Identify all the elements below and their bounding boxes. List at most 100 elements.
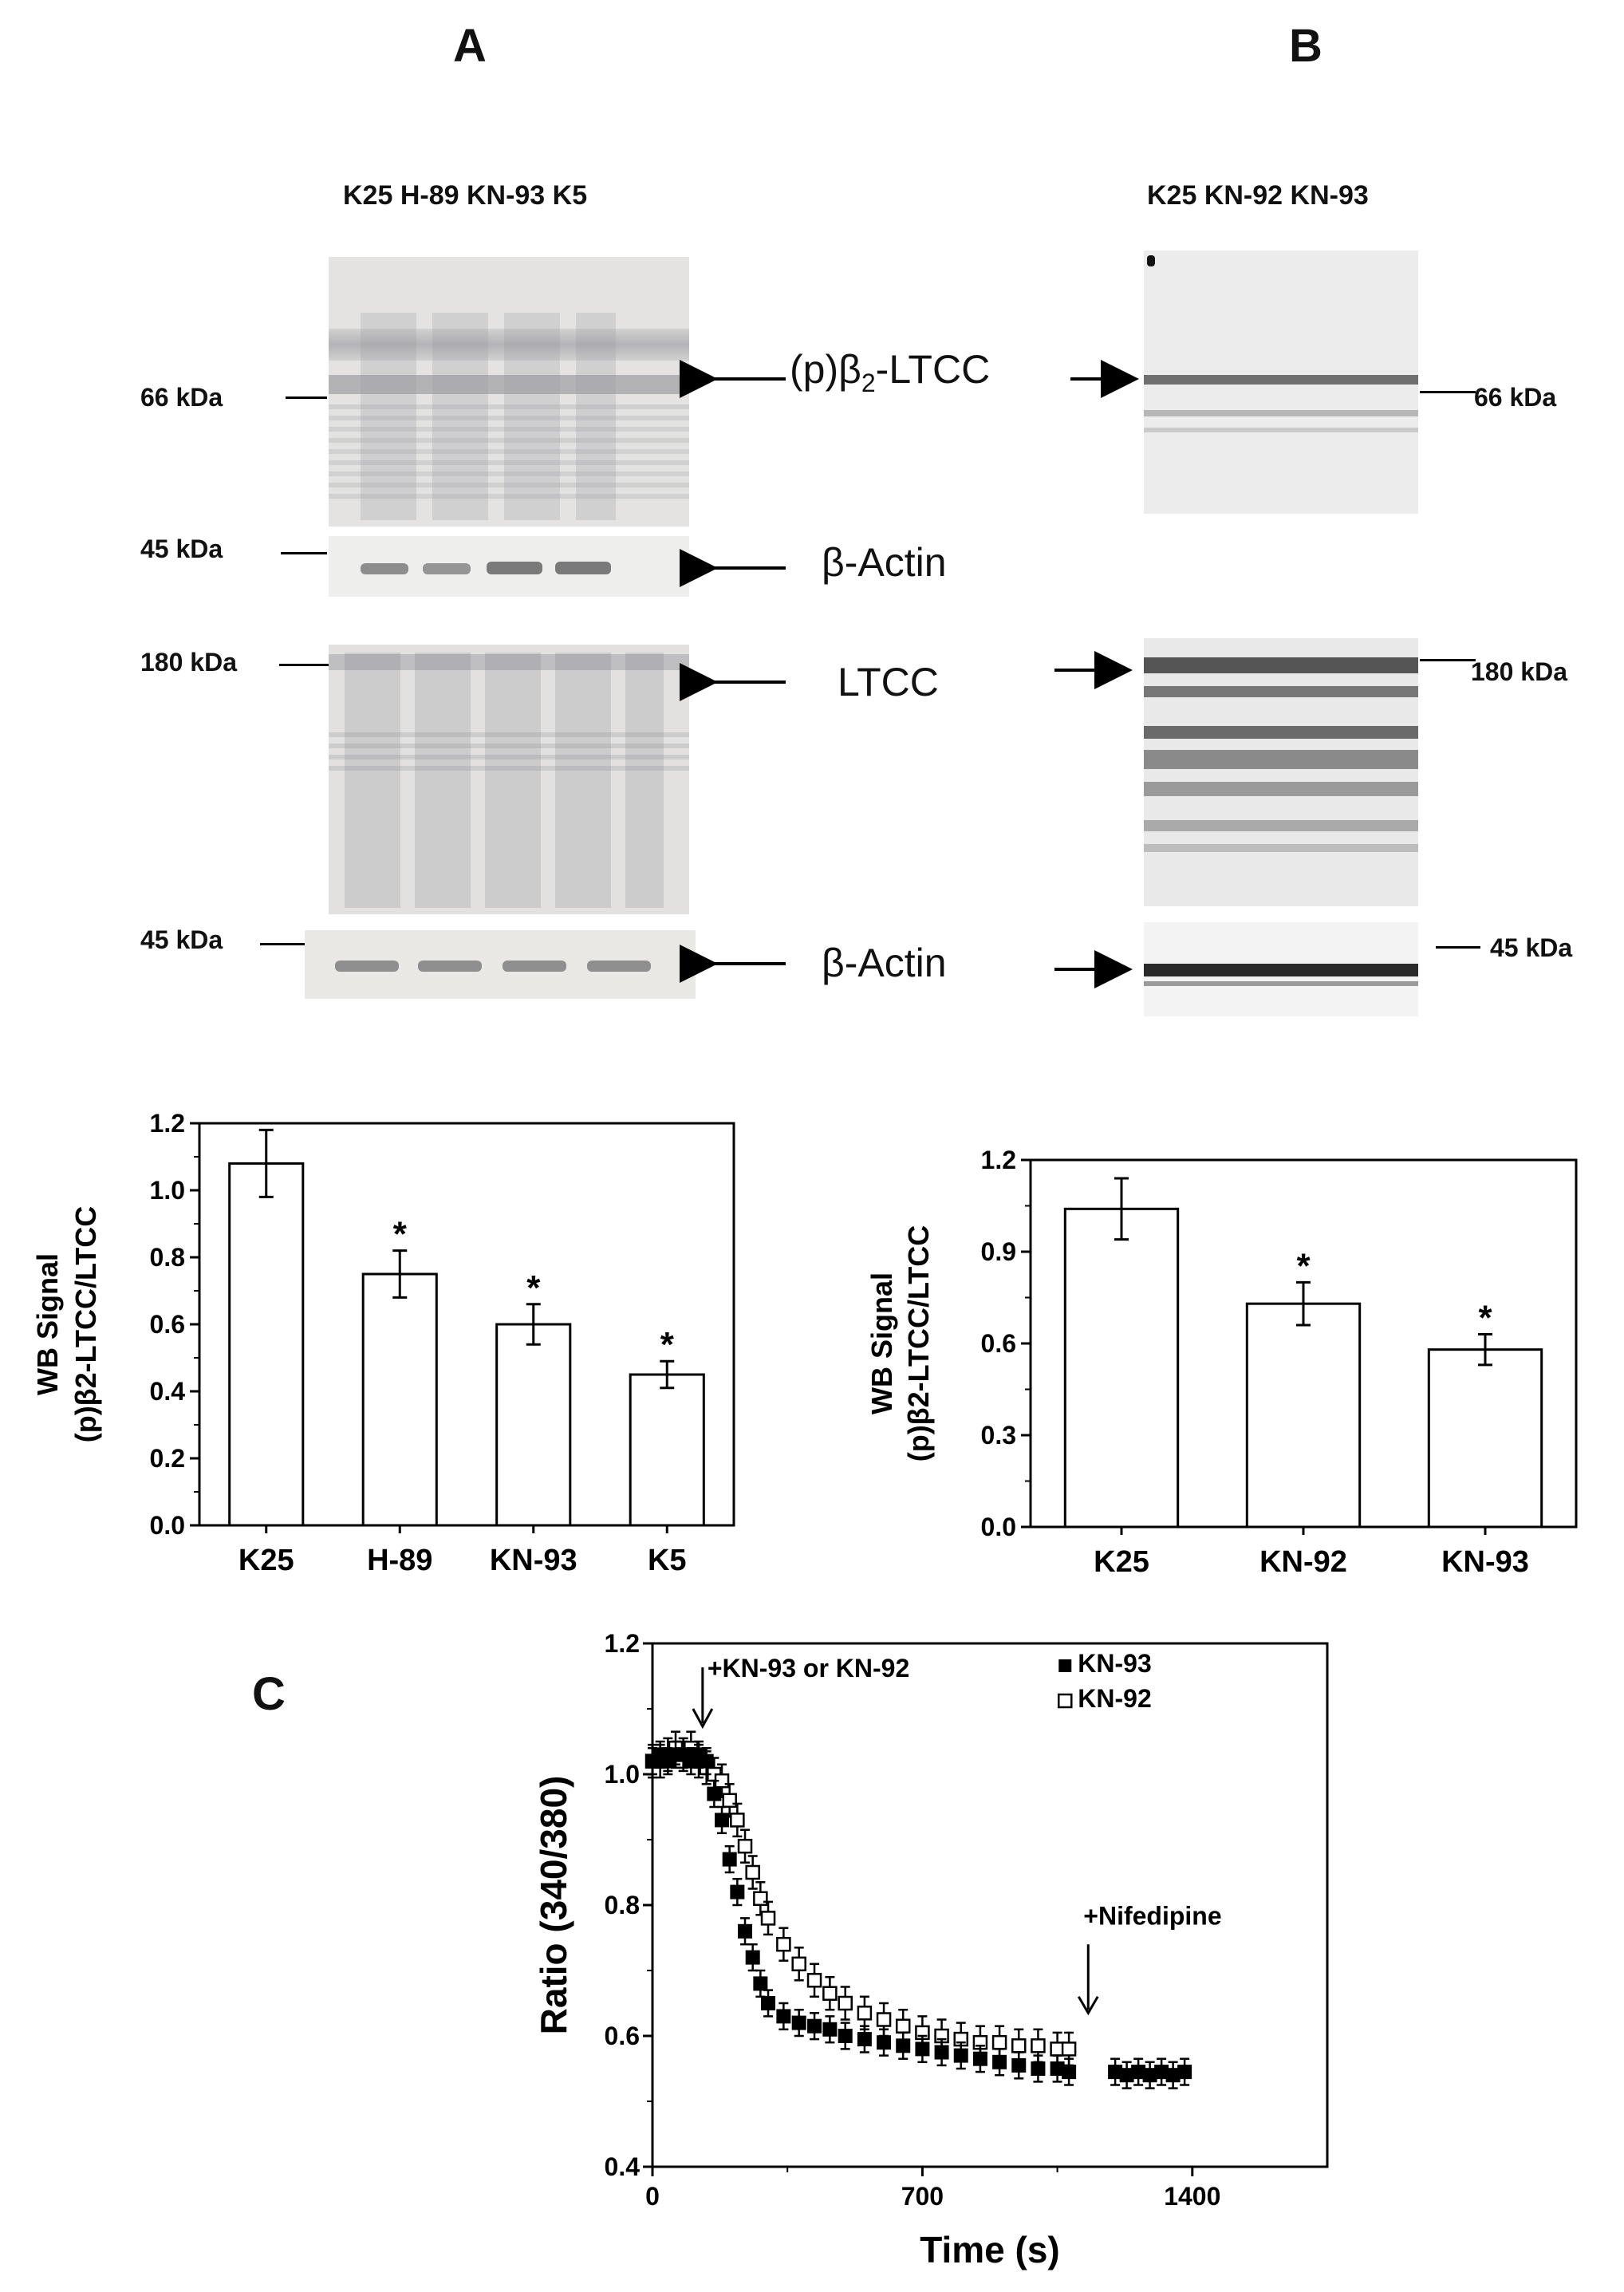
chart-a-ytick-label: 0.8 [150, 1243, 185, 1272]
chart-b-sig-marker: * [1296, 1246, 1311, 1285]
chart-c-point-kn93 [1108, 2065, 1123, 2080]
chart-c-point-kn92 [776, 1936, 791, 1952]
chart-c-point-kn93 [1062, 2065, 1077, 2080]
marker-a-45-top: 45 kDa [140, 535, 223, 563]
chart-a-xtick-label: H-89 [367, 1544, 432, 1577]
label-actin-bottom: β-Actin [822, 941, 947, 985]
chart-c-nifedipine-annotation: +Nifedipine [1083, 1902, 1221, 1931]
chart-c-point-kn93 [1011, 2057, 1027, 2073]
marker-b-66: 66 kDa [1474, 383, 1557, 412]
marker-b-45-tick [1436, 946, 1480, 949]
chart-c-legend-marker-kn93 [1058, 1659, 1072, 1672]
marker-b-180-tick [1420, 659, 1476, 661]
chart-c-drug-arrowhead [692, 1708, 714, 1730]
chart-c-point-kn93 [822, 2022, 838, 2037]
chart-c-point-kn92 [806, 1973, 822, 1988]
blot-a-ltcc [329, 645, 689, 914]
marker-b-180: 180 kDa [1471, 657, 1567, 686]
label-actin-top: β-Actin [822, 540, 947, 585]
chart-a-ylabel-line1: WB Signal [31, 1253, 64, 1395]
chart-c-point-kn92 [876, 2012, 892, 2027]
chart-b-ytick-label: 0.0 [981, 1513, 1016, 1541]
label-pb2-prefix: (p)β [790, 347, 861, 392]
chart-c-point-kn92 [1011, 2038, 1027, 2053]
chart-c-point-kn92 [737, 1838, 753, 1854]
chart-b-ytick-label: 1.2 [981, 1146, 1016, 1174]
chart-a-ytick-label: 1.0 [150, 1176, 185, 1205]
chart-a-sig-marker: * [393, 1215, 408, 1254]
chart-c-point-kn93 [877, 2035, 892, 2050]
blot-a-lane-labels: K25 H-89 KN-93 K5 [343, 180, 588, 211]
chart-c-point-kn93 [807, 2018, 822, 2034]
chart-a-bar-KN-93 [495, 1323, 572, 1527]
panel-a-letter: A [453, 20, 487, 72]
chart-a-ytick-label: 1.2 [150, 1109, 185, 1138]
chart-c-drug-annotation: +KN-93 or KN-92 [708, 1654, 909, 1683]
chart-c-point-kn93 [699, 1754, 714, 1769]
chart-c-point-kn93 [1119, 2068, 1134, 2083]
chart-c-legend-kn93: KN-93 [1078, 1649, 1151, 1678]
chart-c-point-kn93 [791, 2015, 806, 2030]
chart-c-point-kn92 [838, 1995, 853, 2011]
chart-c-point-kn92 [1031, 2038, 1046, 2053]
chart-c-point-kn92 [791, 1956, 806, 1972]
chart-c-point-kn93 [896, 2038, 911, 2053]
chart-c-point-kn93 [753, 1976, 768, 1991]
chart-a-sig-marker: * [660, 1325, 675, 1364]
chart-c-ylabel: Ratio (340/380) [533, 1776, 574, 2035]
blot-b-ltcc [1144, 638, 1418, 906]
chart-a-ytick-label: 0.0 [150, 1511, 185, 1540]
panel-c-letter: C [252, 1668, 286, 1720]
label-pb2-suffix: -LTCC [875, 347, 991, 392]
chart-c-point-kn92 [857, 2006, 873, 2021]
chart-c-point-kn92 [1061, 2041, 1077, 2057]
label-ltcc: LTCC [838, 660, 939, 704]
chart-a-bar-K25 [228, 1162, 305, 1527]
chart-b-xtick-label: KN-93 [1441, 1545, 1529, 1579]
chart-b-xtick-label: KN-92 [1259, 1545, 1347, 1579]
chart-c-point-kn93 [934, 2045, 949, 2060]
chart-c-point-kn93 [776, 2009, 791, 2024]
chart-c-point-kn93 [730, 1884, 745, 1899]
chart-c-nifedipine-arrowhead [1077, 1996, 1099, 2016]
chart-c-point-kn92 [991, 2034, 1007, 2050]
chart-c-xtick-label: 700 [901, 2182, 944, 2211]
chart-b-ytick-label: 0.6 [981, 1329, 1016, 1358]
panel-b-letter: B [1289, 20, 1322, 72]
chart-c-point-kn93 [745, 1950, 760, 1965]
chart-c-point-kn93 [738, 1923, 753, 1939]
chart-a-ylabel-line2: (p)β2-LTCC/LTCC [69, 1206, 102, 1443]
chart-c-xtick-label: 0 [645, 2182, 660, 2211]
chart-c-point-kn93 [715, 1813, 730, 1828]
blot-a-actin-bottom [305, 930, 696, 999]
marker-b-66-tick [1420, 391, 1476, 393]
chart-c-point-kn93 [1050, 2061, 1065, 2076]
center-arrows [680, 360, 1139, 988]
chart-c-point-kn93 [1131, 2065, 1146, 2080]
chart-c-point-kn93 [992, 2054, 1007, 2069]
blot-b-lane-labels: K25 KN-92 KN-93 [1147, 180, 1369, 211]
chart-c-point-kn93 [1177, 2065, 1192, 2080]
chart-c-point-kn92 [895, 2018, 911, 2034]
marker-a-45-bottom-tick [260, 943, 305, 945]
chart-c-point-kn93 [838, 2029, 853, 2043]
chart-c-legend-kn92: KN-92 [1078, 1684, 1151, 1713]
chart-c-ytick-label: 1.0 [605, 1760, 640, 1789]
chart-c-point-kn93 [1142, 2068, 1157, 2083]
chart-c-point-kn93 [857, 2032, 872, 2047]
chart-c-xlabel: Time (s) [920, 2229, 1060, 2270]
blot-a-actin-top [329, 536, 689, 597]
chart-c-point-kn93 [972, 2051, 987, 2066]
chart-c-point-kn93 [761, 1996, 776, 2010]
chart-c-point-kn92 [822, 1986, 838, 2001]
chart-b-xtick-label: K25 [1094, 1545, 1149, 1579]
marker-b-45: 45 kDa [1490, 933, 1573, 962]
chart-c-scatter: 0.4 0.6 0.8 1.0 1.2 0 700 1400 Time (s) Ratio (34… [533, 1629, 1329, 2270]
chart-c-point-kn93 [1154, 2065, 1169, 2080]
chart-c-legend-marker-kn92 [1058, 1693, 1073, 1709]
chart-c-point-kn92 [722, 1793, 737, 1809]
chart-c-point-kn92 [753, 1891, 768, 1907]
chart-b-ylabel-line1: WB Signal [865, 1272, 898, 1414]
chart-c-xtick-label: 1400 [1164, 2182, 1220, 2211]
chart-a-bar-H-89 [361, 1272, 438, 1527]
